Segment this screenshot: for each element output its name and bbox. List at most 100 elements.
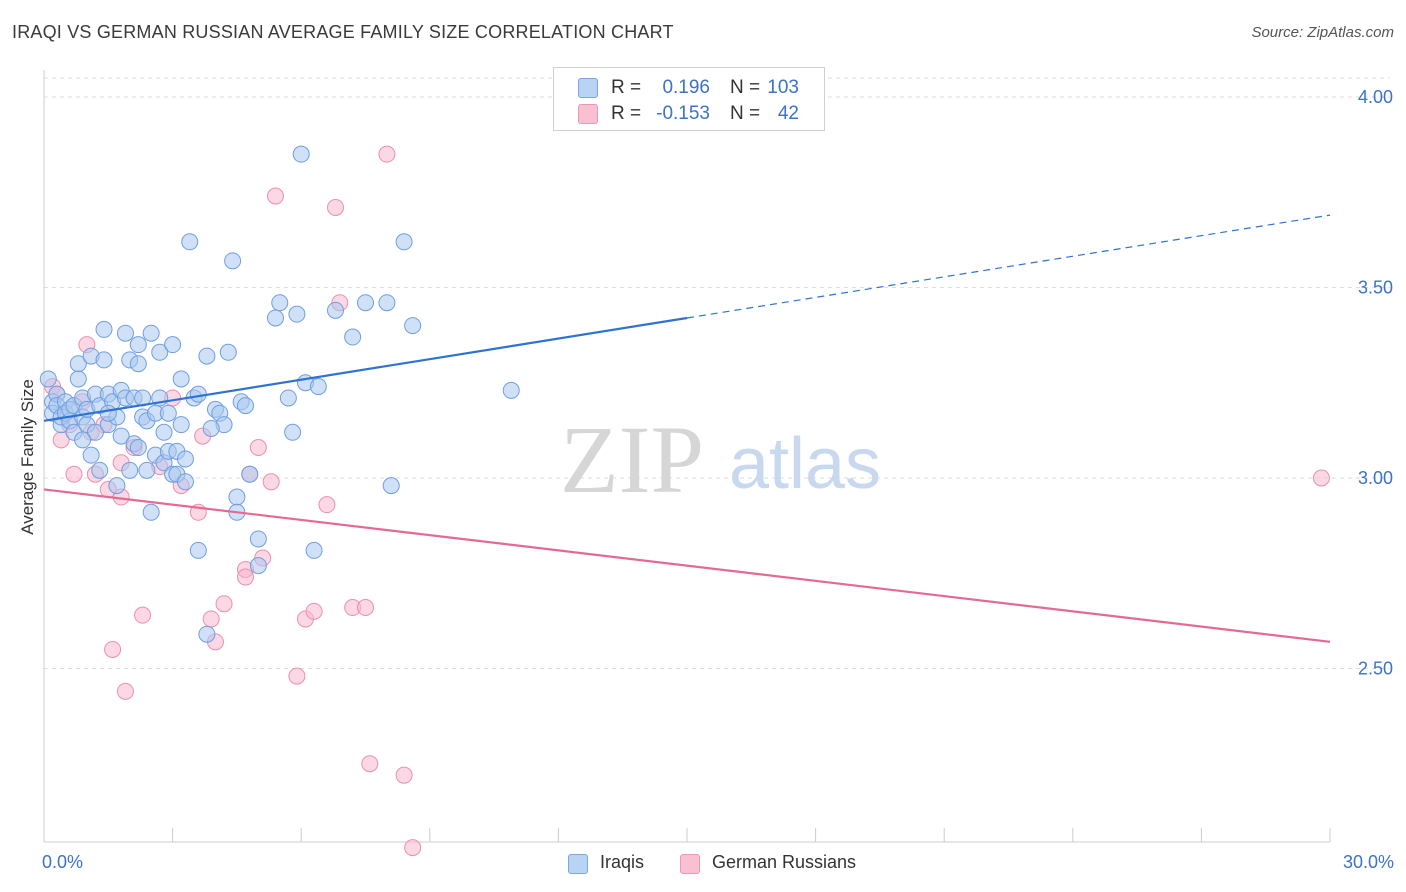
iraqi-point — [151, 343, 169, 361]
legend-label: German Russians — [712, 852, 857, 872]
n-value: 42 — [777, 103, 799, 124]
german-russian-point — [1312, 469, 1330, 487]
german-russian-point — [266, 187, 284, 205]
legend-row-iraqis: R = 0.196 N = 103 — [554, 75, 824, 101]
iraqi-point — [382, 477, 400, 495]
german-russian-point — [404, 839, 422, 857]
iraqi-point — [266, 309, 284, 327]
trend-lines — [43, 214, 1331, 643]
iraqi-point — [181, 233, 199, 251]
iraqi-point — [198, 625, 216, 643]
german-russian-point — [378, 145, 396, 163]
iraqi-point — [142, 324, 160, 342]
iraqi-point — [228, 488, 246, 506]
german-russian-point — [236, 568, 254, 586]
german-russian-trend-line — [43, 488, 1331, 643]
iraqi-point — [138, 461, 156, 479]
german-russian-point — [361, 755, 379, 773]
r-label: R = — [611, 77, 642, 98]
y-tick-label: 2.50 — [1358, 659, 1393, 679]
german-russians-swatch — [680, 854, 700, 874]
iraqi-point — [69, 370, 87, 388]
iraqi-point — [91, 461, 109, 479]
iraqi-point — [292, 145, 310, 163]
watermark-atlas: atlas — [729, 424, 881, 504]
watermark-zip: ZIP — [560, 406, 704, 513]
iraqi-point — [305, 541, 323, 559]
iraqi-point — [224, 252, 242, 270]
iraqi-point — [82, 446, 100, 464]
watermark: ZIP atlas — [560, 406, 881, 513]
iraqi-point — [309, 378, 327, 396]
iraqi-point — [86, 423, 104, 441]
iraqi-point — [279, 389, 297, 407]
source-credit: Source: ZipAtlas.com — [1251, 24, 1394, 41]
iraqi-trend-line — [43, 316, 688, 422]
iraqi-point — [198, 347, 216, 365]
german-russian-point — [318, 496, 336, 514]
iraqi-point — [99, 404, 117, 422]
r-value: -0.153 — [656, 103, 710, 124]
german-russian-point — [65, 465, 83, 483]
iraqi-point — [129, 355, 147, 373]
iraqi-trend-extension — [686, 214, 1331, 319]
x-axis-min-label: 0.0% — [42, 852, 84, 872]
iraqi-point — [219, 343, 237, 361]
iraqi-point — [344, 328, 362, 346]
german-russian-point — [249, 439, 267, 457]
iraqi-point — [116, 324, 134, 342]
german-russian-point — [357, 599, 374, 617]
y-tick-labels: 2.50 3.00 3.50 4.00 — [1358, 87, 1393, 679]
iraqi-point — [241, 465, 259, 483]
iraqis-swatch — [568, 854, 588, 874]
legend-row-german-russians: R = -0.153 N = 42 — [554, 101, 824, 127]
iraqi-point — [395, 233, 413, 251]
iraqi-point — [249, 530, 267, 548]
iraqi-point — [271, 294, 289, 312]
iraqi-point — [502, 381, 520, 399]
iraqi-point — [95, 320, 113, 338]
legend-label: Iraqis — [600, 852, 645, 872]
iraqi-point — [39, 370, 57, 388]
german-russian-point — [202, 610, 220, 628]
iraqi-point — [108, 477, 126, 495]
iraqi-point — [74, 431, 92, 449]
iraqi-point — [164, 336, 182, 354]
iraqi-point — [357, 294, 374, 312]
y-axis-label: Average Family Size — [18, 379, 37, 535]
correlation-legend: R = 0.196 N = 103 R = -0.153 N = 42 — [553, 67, 825, 131]
iraqi-point — [288, 305, 306, 323]
iraqi-point — [176, 473, 194, 491]
r-value: 0.196 — [662, 77, 710, 98]
iraqi-point — [155, 423, 173, 441]
iraqi-point — [172, 370, 190, 388]
german-russians-swatch — [578, 104, 598, 124]
iraqi-point — [284, 423, 302, 441]
y-tick-label: 4.00 — [1358, 87, 1393, 107]
german-russian-point — [116, 682, 134, 700]
axes — [43, 70, 1331, 843]
german-russian-point — [262, 473, 280, 491]
german-russian-point — [395, 766, 413, 784]
iraqi-points — [39, 145, 520, 643]
iraqi-point — [249, 557, 267, 575]
german-russian-point — [104, 640, 122, 658]
iraqi-point — [404, 317, 422, 335]
german-russian-point — [215, 595, 233, 613]
iraqi-point — [176, 450, 194, 468]
x-axis-max-label: 30.0% — [1342, 852, 1394, 872]
iraqi-point — [189, 541, 207, 559]
german-russian-point — [326, 198, 344, 216]
n-label: N = — [730, 77, 761, 98]
iraqi-point — [202, 419, 220, 437]
iraqi-point — [236, 397, 254, 415]
iraqi-point — [112, 427, 130, 445]
iraqis-swatch — [578, 78, 598, 98]
chart-title: IRAQI VS GERMAN RUSSIAN AVERAGE FAMILY S… — [12, 22, 674, 42]
iraqi-point — [159, 404, 177, 422]
iraqi-point — [142, 503, 160, 521]
n-label: N = — [730, 103, 761, 124]
iraqi-point — [378, 294, 396, 312]
iraqi-point — [95, 351, 113, 369]
